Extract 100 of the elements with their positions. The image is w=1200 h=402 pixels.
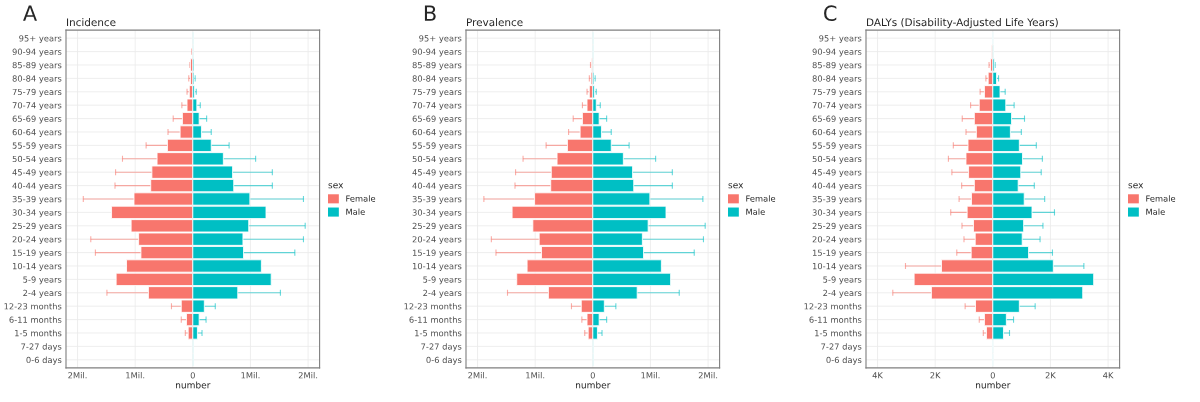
y-tick-label: 30-34 years	[812, 209, 862, 218]
y-tick-label: 5-9 years	[823, 276, 862, 285]
y-tick-label: 85-89 years	[812, 61, 862, 70]
y-tick-label: 0-6 days	[26, 356, 62, 365]
y-tick-label: 50-54 years	[412, 155, 462, 164]
y-tick-label: 7-27 days	[821, 343, 862, 352]
y-tick-label: 50-54 years	[12, 155, 62, 164]
y-tick-label: 75-79 years	[412, 88, 462, 97]
y-tick-label: 2-4 years	[423, 289, 462, 298]
y-tick-label: 35-39 years	[812, 195, 862, 204]
text: C	[824, 5, 837, 22]
y-tick-label: 20-24 years	[12, 236, 62, 245]
y-tick-label: 20-24 years	[412, 236, 462, 245]
legend-label: Male	[746, 208, 765, 215]
y-tick-label: 0-6 days	[826, 356, 862, 365]
legend-label: Male	[346, 208, 365, 215]
y-tick-label: 50-54 years	[812, 155, 862, 164]
y-tick-label: 40-44 years	[12, 182, 62, 191]
y-tick-label: 80-84 years	[412, 75, 462, 84]
x-tick-label: 4K	[872, 372, 884, 379]
legend-label: Female	[346, 195, 376, 202]
y-tick-label: 90-94 years	[12, 48, 62, 57]
text: A	[23, 5, 37, 21]
x-tick-label: 1Mil.	[241, 372, 260, 379]
x-tick-label: 1Mil.	[526, 372, 545, 379]
y-tick-label: 55-59 years	[412, 142, 462, 151]
y-tick-label: 2-4 years	[23, 289, 62, 298]
y-tick-label: 70-74 years	[812, 102, 862, 111]
x-tick-label: 0	[190, 372, 195, 379]
y-tick-label: 35-39 years	[412, 195, 462, 204]
y-tick-label: 40-44 years	[412, 182, 462, 191]
y-tick-label: 30-34 years	[12, 209, 62, 218]
y-tick-label: 85-89 years	[412, 61, 462, 70]
y-tick-label: 60-64 years	[412, 128, 462, 137]
x-tick-label: 4K	[1103, 372, 1114, 379]
y-tick-label: 15-19 years	[812, 249, 862, 258]
y-tick-label: 40-44 years	[812, 182, 862, 191]
chart-title: Incidence	[67, 18, 116, 27]
x-tick-label: 2Mil.	[298, 372, 318, 379]
y-tick-label: 90-94 years	[812, 48, 862, 57]
y-tick-label: 30-34 years	[412, 209, 462, 218]
y-tick-label: 65-69 years	[412, 115, 462, 124]
y-tick-label: 12-23 months	[404, 303, 462, 310]
y-tick-label: 35-39 years	[12, 195, 62, 204]
y-tick-label: 55-59 years	[12, 142, 62, 151]
y-tick-label: 90-94 years	[412, 48, 462, 57]
y-tick-label: 0-6 days	[426, 356, 462, 365]
y-tick-label: 10-14 years	[812, 262, 862, 271]
y-tick-label: 1-5 months	[15, 329, 62, 337]
y-tick-label: 12-23 months	[4, 303, 62, 310]
x-tick-label: 1Mil.	[641, 372, 660, 379]
y-tick-label: 5-9 years	[423, 276, 462, 285]
y-tick-label: 55-59 years	[812, 142, 862, 151]
y-tick-label: 65-69 years	[12, 115, 62, 124]
y-tick-label: 65-69 years	[812, 115, 862, 124]
y-tick-label: 80-84 years	[12, 75, 62, 84]
y-tick-label: 25-29 years	[12, 222, 62, 231]
legend-label: Female	[1146, 195, 1176, 202]
x-tick-label: 1Mil.	[126, 372, 145, 379]
y-tick-label: 6-11 months	[9, 316, 62, 323]
text: B	[424, 5, 436, 21]
legend-label: Female	[746, 195, 776, 202]
y-tick-label: 25-29 years	[812, 222, 862, 231]
y-tick-label: 12-23 months	[804, 303, 862, 310]
y-tick-label: 60-64 years	[12, 128, 62, 137]
y-tick-label: 15-19 years	[12, 249, 62, 258]
chart-title: DALYs (Disability-Adjusted Life Years)	[867, 18, 1058, 29]
y-tick-label: 6-11 months	[409, 316, 462, 323]
x-tick-label: 0	[990, 372, 995, 379]
y-tick-label: 20-24 years	[812, 236, 862, 245]
y-tick-label: 95+ years	[19, 35, 62, 44]
chart-title: Prevalence	[467, 18, 523, 27]
x-axis-title: number	[176, 381, 211, 389]
legend-title: sex	[728, 183, 744, 189]
y-tick-label: 45-49 years	[812, 169, 862, 178]
x-tick-label: 2K	[1045, 372, 1056, 379]
y-tick-label: 1-5 months	[815, 329, 862, 337]
y-tick-label: 7-27 days	[21, 343, 62, 352]
y-tick-label: 6-11 months	[809, 316, 862, 323]
y-tick-label: 75-79 years	[812, 88, 862, 97]
y-tick-label: 5-9 years	[23, 276, 62, 285]
y-tick-label: 10-14 years	[12, 262, 62, 271]
y-tick-label: 70-74 years	[12, 102, 62, 111]
legend-label: Male	[1146, 208, 1165, 215]
y-tick-label: 95+ years	[419, 35, 462, 44]
y-tick-label: 60-64 years	[812, 128, 862, 137]
y-tick-label: 1-5 months	[415, 329, 462, 337]
x-tick-label: 2Mil.	[68, 372, 87, 379]
y-tick-label: 95+ years	[819, 35, 862, 44]
y-tick-label: 45-49 years	[12, 169, 62, 178]
y-tick-label: 7-27 days	[421, 343, 462, 352]
y-tick-label: 25-29 years	[412, 222, 462, 231]
x-tick-label: 2Mil.	[698, 372, 718, 379]
y-tick-label: 15-19 years	[412, 249, 462, 258]
x-axis-title: number	[976, 381, 1011, 389]
y-tick-label: 85-89 years	[12, 61, 62, 70]
y-tick-label: 80-84 years	[812, 75, 862, 84]
y-tick-label: 70-74 years	[412, 102, 462, 111]
y-tick-label: 45-49 years	[412, 169, 462, 178]
x-tick-label: 2Mil.	[468, 372, 487, 379]
